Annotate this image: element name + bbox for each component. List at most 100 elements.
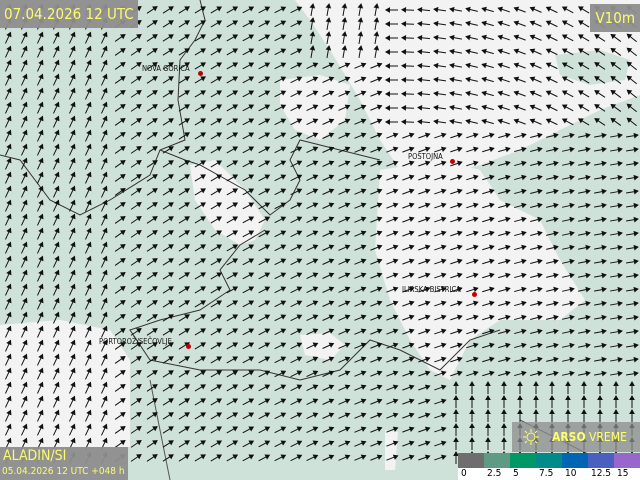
wind-arrow <box>114 383 126 392</box>
wind-arrow <box>130 356 142 364</box>
wind-arrow <box>354 118 367 125</box>
wind-arrow <box>434 342 447 349</box>
wind-arrow <box>529 62 542 69</box>
wind-arrow <box>162 118 174 126</box>
wind-arrow <box>562 370 575 377</box>
wind-arrow <box>530 174 543 181</box>
wind-arrow <box>498 202 511 209</box>
wind-arrow <box>69 325 76 338</box>
wind-arrow <box>226 384 239 392</box>
wind-arrow <box>597 380 603 394</box>
wind-arrow <box>450 356 463 363</box>
wind-arrow <box>69 353 76 366</box>
wind-arrow <box>290 370 303 378</box>
wind-arrow <box>5 101 12 114</box>
wind-arrow <box>5 381 12 394</box>
wind-arrow <box>338 370 351 377</box>
wind-speed-legend: 0 2.5 5 7.5 10 12.5 15 <box>458 453 640 480</box>
wind-arrow <box>338 286 351 293</box>
wind-arrow <box>274 118 287 126</box>
city-label-portoroz: PORTOROŽ/SEČOVLJE <box>99 337 172 346</box>
wind-arrow <box>21 87 28 100</box>
wind-arrow <box>546 328 559 335</box>
wind-arrow <box>130 384 142 392</box>
wind-arrow <box>354 328 367 335</box>
wind-arrow <box>101 339 108 352</box>
wind-arrow <box>322 314 335 321</box>
wind-arrow <box>53 423 60 436</box>
wind-arrow <box>514 314 527 321</box>
wind-arrow <box>258 328 271 336</box>
wind-arrow <box>465 20 478 27</box>
wind-arrow <box>530 216 543 223</box>
wind-arrow <box>370 188 383 195</box>
wind-arrow <box>226 314 239 322</box>
wind-arrow <box>194 398 207 406</box>
wind-arrow <box>5 129 12 142</box>
wind-arrow <box>114 369 126 378</box>
wind-arrow <box>258 6 271 14</box>
wind-arrow <box>418 216 431 223</box>
wind-arrow <box>546 286 559 293</box>
wind-arrow <box>306 258 319 266</box>
wind-arrow <box>370 342 383 349</box>
wind-arrow <box>194 314 207 322</box>
wind-arrow <box>162 146 174 154</box>
wind-arrow <box>258 90 271 98</box>
wind-arrow <box>434 300 447 307</box>
wind-arrow <box>338 76 351 83</box>
wind-arrow <box>146 160 158 168</box>
wind-arrow <box>433 118 447 125</box>
wind-arrow <box>354 90 367 97</box>
wind-arrow <box>290 244 303 252</box>
wind-arrow <box>434 398 447 405</box>
wind-arrow <box>449 104 462 111</box>
wind-arrow <box>562 286 575 293</box>
wind-arrow <box>418 146 431 153</box>
wind-arrow <box>610 132 623 139</box>
wind-arrow <box>610 33 622 42</box>
wind-arrow <box>610 216 623 223</box>
wind-arrow <box>466 286 479 293</box>
legend-tick: 2.5 <box>487 468 502 479</box>
wind-arrow <box>162 216 174 224</box>
wind-arrow <box>53 325 60 338</box>
wind-arrow <box>306 188 319 196</box>
wind-arrow <box>210 230 223 238</box>
wind-arrow <box>210 258 223 266</box>
wind-arrow <box>578 230 591 237</box>
wind-arrow <box>529 76 542 83</box>
wind-arrow <box>290 258 303 266</box>
wind-arrow <box>530 300 543 307</box>
wind-arrow <box>354 160 367 167</box>
wind-arrow <box>322 62 335 69</box>
wind-arrow <box>354 370 367 377</box>
wind-arrow <box>529 90 542 97</box>
wind-arrow <box>513 62 526 69</box>
wind-arrow <box>482 216 495 223</box>
wind-arrow <box>210 48 223 56</box>
wind-arrow <box>5 423 12 436</box>
wind-arrow <box>194 286 207 294</box>
wind-arrow <box>465 118 478 125</box>
wind-arrow <box>258 244 271 252</box>
wind-arrow <box>114 355 126 364</box>
wind-arrow <box>562 300 575 307</box>
wind-arrow <box>194 48 207 56</box>
wind-arrow <box>565 408 571 422</box>
wind-arrow <box>226 62 239 70</box>
city-label-nova-gorica: NOVA GORICA <box>142 64 190 73</box>
wind-arrow <box>178 300 190 308</box>
wind-arrow <box>210 34 223 42</box>
wind-arrow <box>37 213 44 226</box>
wind-arrow <box>178 356 190 364</box>
wind-arrow <box>625 146 639 153</box>
wind-arrow <box>546 132 559 139</box>
wind-arrow <box>210 146 223 154</box>
city-label-postojna: POSTOJNA <box>408 152 443 161</box>
wind-arrow <box>37 381 44 394</box>
wind-arrow <box>545 34 558 42</box>
wind-arrow <box>562 174 575 181</box>
wind-arrow <box>322 160 335 167</box>
wind-arrow <box>338 342 351 349</box>
